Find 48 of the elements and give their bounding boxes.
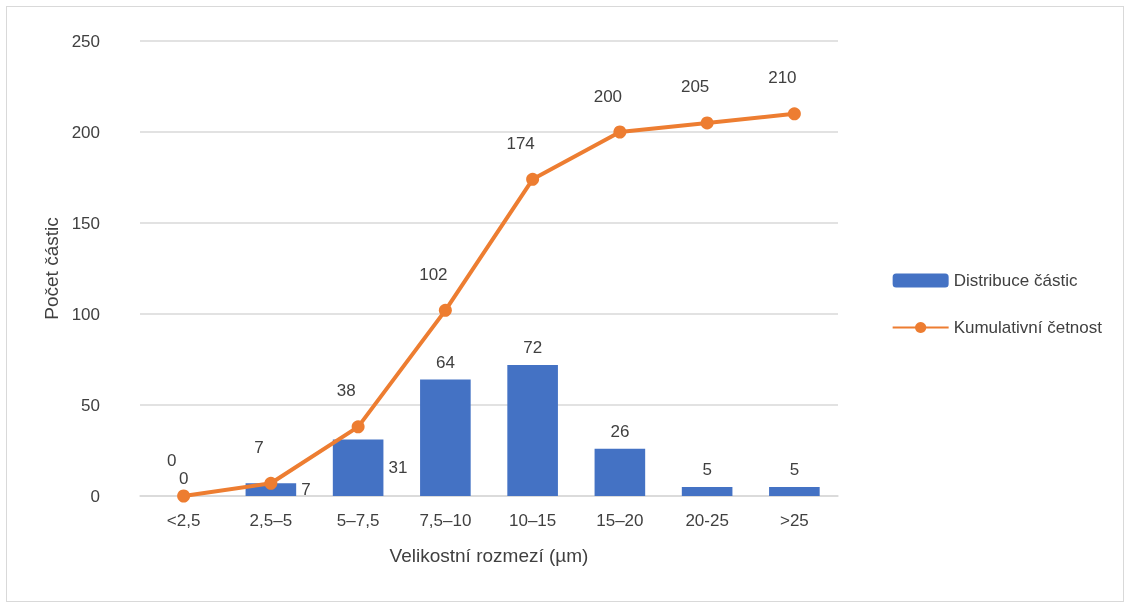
legend-label: Kumulativní četnost <box>953 318 1103 337</box>
point <box>700 116 714 130</box>
x-tick-label: 7,5–10 <box>419 511 472 530</box>
y-tick-label: 200 <box>71 122 100 142</box>
data-label: 7 <box>254 437 264 457</box>
point <box>177 489 191 503</box>
point <box>438 303 452 317</box>
data-label: 102 <box>419 264 448 284</box>
data-label: 174 <box>506 133 535 153</box>
data-label: 64 <box>435 352 455 372</box>
bar <box>681 486 733 496</box>
x-axis-title: Velikostní rozmezí (µm) <box>389 545 589 566</box>
data-label: 0 <box>178 469 189 488</box>
y-tick-label: 0 <box>90 486 100 506</box>
data-label: 0 <box>166 450 177 470</box>
data-label: 7 <box>301 480 311 500</box>
legend-label: Distribuce částic <box>953 271 1078 290</box>
bar <box>332 439 384 496</box>
data-label: 200 <box>593 86 623 106</box>
bar <box>420 379 471 496</box>
point <box>787 107 801 121</box>
x-tick-label: 15–20 <box>596 511 644 530</box>
x-tick-label: >25 <box>779 511 809 530</box>
bar <box>594 448 646 496</box>
data-label: 205 <box>680 77 710 97</box>
point <box>613 125 627 139</box>
x-tick-label: <2,5 <box>166 511 201 530</box>
data-label: 5 <box>789 459 800 479</box>
x-tick-label: 2,5–5 <box>249 511 293 530</box>
data-label: 72 <box>523 337 543 357</box>
data-label: 31 <box>388 458 408 478</box>
point <box>264 476 278 490</box>
data-label: 38 <box>336 381 356 401</box>
y-tick-label: 250 <box>71 31 100 51</box>
data-label: 210 <box>768 68 797 88</box>
data-label: 5 <box>702 459 712 479</box>
point <box>351 420 365 434</box>
bar <box>769 486 820 496</box>
x-tick-label: 5–7,5 <box>336 511 380 530</box>
y-tick-label: 100 <box>71 304 100 324</box>
x-tick-label: 20-25 <box>685 511 729 530</box>
bar <box>507 364 558 496</box>
point <box>526 172 540 186</box>
y-tick-label: 50 <box>81 395 100 415</box>
x-tick-label: 10–15 <box>508 511 557 530</box>
data-label: 26 <box>610 421 630 441</box>
y-axis-title: Počet částic <box>40 217 62 320</box>
y-tick-label: 150 <box>71 213 100 233</box>
